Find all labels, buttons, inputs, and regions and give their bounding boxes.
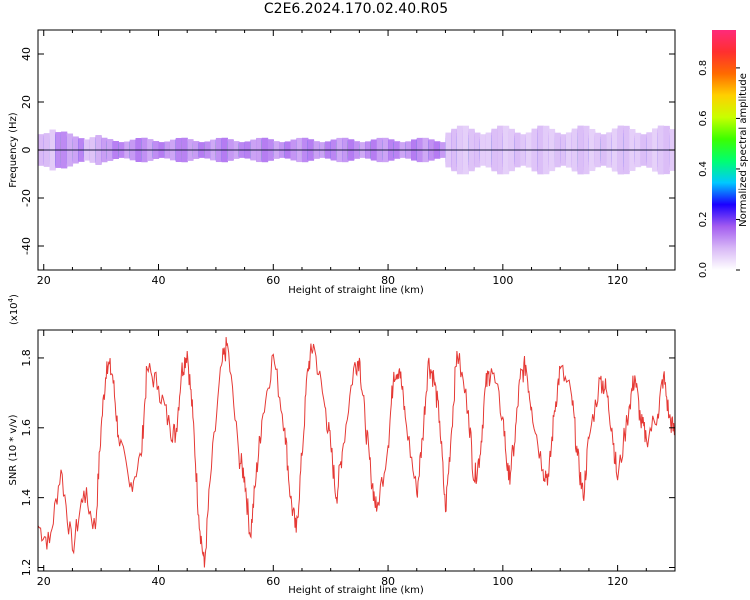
snr-x-tick-label: 120: [607, 575, 628, 588]
spectrogram-y-label: Frequency (Hz): [8, 112, 19, 188]
colorbar-tick-label: 0.0: [698, 262, 709, 278]
spectrogram-x-ticks: 20 40 60 80 100 120: [37, 30, 676, 287]
snr-multiplier: (x104): [7, 294, 20, 325]
snr-x-ticks: 20 40 60 80 100 120: [37, 330, 676, 588]
spectrogram-y-tick-label: 20: [20, 95, 33, 109]
snr-y-tick-label: 1.6: [20, 419, 33, 437]
spectrogram-y-ticks: -40 -20 0 20 40: [20, 47, 675, 255]
snr-y-tick-label: 1.2: [20, 559, 33, 577]
spectrogram-x-tick-label: 120: [607, 274, 628, 287]
spectrogram-x-label: Height of straight line (km): [288, 285, 424, 296]
snr-multiplier-base: (x10: [9, 302, 20, 325]
snr-series-line: [38, 337, 675, 568]
spectrogram-x-tick-label: 40: [152, 274, 166, 287]
snr-y-label: SNR (10 * v/v): [8, 414, 19, 485]
colorbar-ticks: 0.0 0.2 0.4 0.6 0.8: [698, 60, 740, 278]
page-title: C2E6.2024.170.02.40.R05: [263, 1, 449, 17]
colorbar-scale: [712, 30, 736, 270]
spectrogram-y-tick-label: 0: [20, 147, 33, 154]
colorbar-tick-label: 0.4: [698, 161, 709, 177]
spectrogram-y-tick-label: -40: [20, 237, 33, 255]
spectrogram-x-tick-label: 100: [492, 274, 513, 287]
spectrogram-y-tick-label: 40: [20, 47, 33, 61]
colorbar-tick-label: 0.2: [698, 212, 709, 228]
snr-frame: [37, 329, 676, 572]
spectrogram-x-tick-label: 60: [266, 274, 280, 287]
snr-multiplier-exp: 4: [7, 297, 15, 302]
spectrogram-heatmap: [38, 125, 675, 175]
snr-x-tick-label: 100: [492, 575, 513, 588]
colorbar-tick-label: 0.6: [698, 110, 709, 126]
spectrogram-x-tick-label: 80: [381, 274, 395, 287]
snr-x-tick-label: 60: [266, 575, 280, 588]
colorbar: 0.0 0.2 0.4 0.6 0.8 Normalized spectral ampl…: [698, 30, 749, 278]
spectrogram-y-tick-label: -20: [20, 189, 33, 207]
spectrogram-x-tick-label: 20: [37, 274, 51, 287]
snr-y-ticks: 1.2 1.4 1.6 1.8: [20, 349, 675, 576]
spectrogram-panel: 20 40 60 80 100 120 -40 -20 0 20 40 Height of str…: [8, 29, 676, 296]
snr-x-tick-label: 20: [37, 575, 51, 588]
snr-x-label: Height of straight line (km): [288, 585, 424, 596]
snr-x-tick-label: 40: [152, 575, 166, 588]
snr-y-tick-label: 1.4: [20, 489, 33, 507]
colorbar-label: Normalized spectral amplitude: [738, 73, 749, 227]
snr-y-tick-label: 1.8: [20, 349, 33, 367]
snr-x-tick-label: 80: [381, 575, 395, 588]
colorbar-tick-label: 0.8: [698, 60, 709, 76]
snr-panel: 20 40 60 80 100 120 1.2 1.4 1.6 1.8 Height of st…: [7, 294, 676, 596]
